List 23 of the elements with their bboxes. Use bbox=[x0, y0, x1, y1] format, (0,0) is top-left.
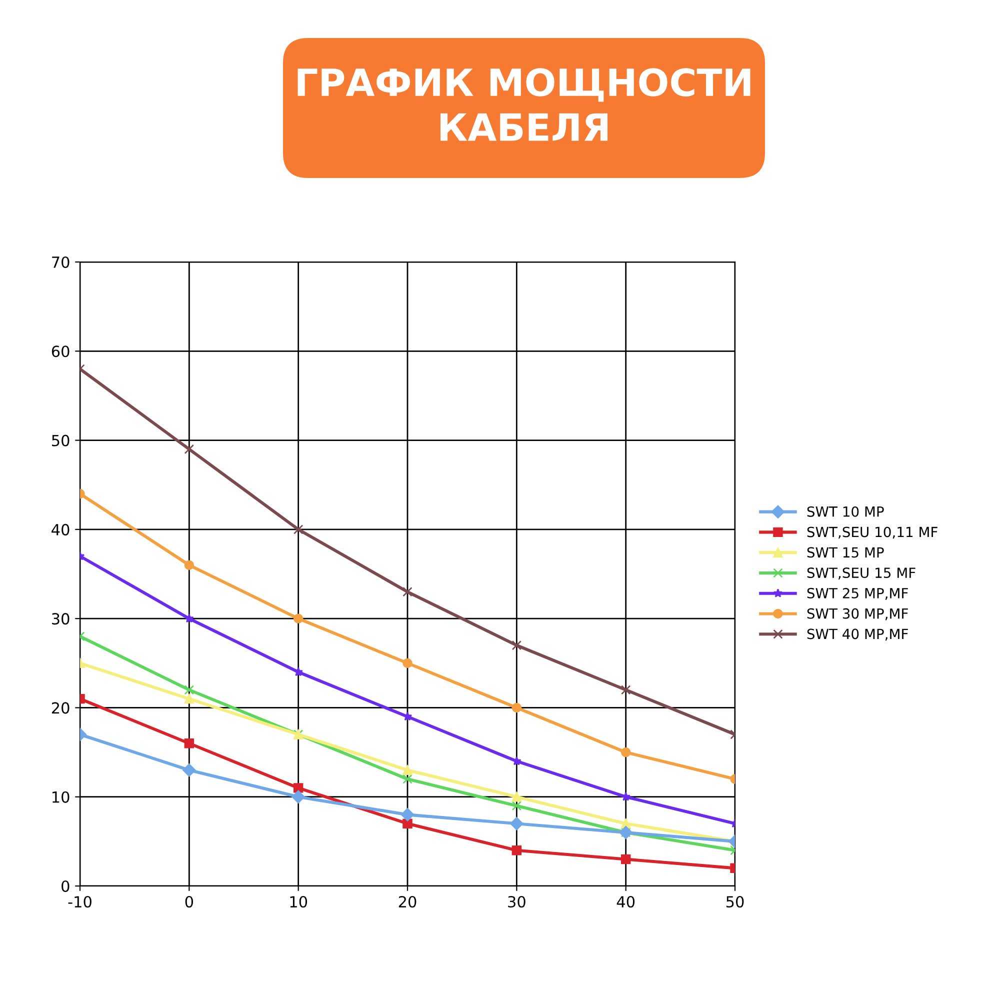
x-tick-label: 0 bbox=[185, 896, 194, 908]
y-tick-label: 10 bbox=[52, 791, 70, 803]
x-tick-label: -10 bbox=[68, 896, 92, 908]
legend-label: SWT 10 MP bbox=[807, 506, 884, 517]
legend-label: SWT,SEU 15 MF bbox=[807, 568, 916, 580]
legend-label: SWT 25 MP,MF bbox=[807, 588, 908, 600]
x-tick-label: 20 bbox=[398, 896, 416, 908]
y-tick-label: 40 bbox=[52, 524, 70, 536]
x-tick-label: 50 bbox=[726, 896, 744, 908]
y-tick-label: 60 bbox=[52, 346, 70, 358]
x-tick-label: 10 bbox=[290, 896, 308, 908]
x-tick-label: 30 bbox=[508, 896, 526, 908]
y-tick-label: 30 bbox=[52, 613, 70, 625]
legend-label: SWT,SEU 10,11 MF bbox=[807, 526, 938, 539]
y-tick-label: 50 bbox=[52, 434, 70, 446]
y-tick-label: 0 bbox=[62, 880, 70, 892]
legend-label: SWT 40 MP,MF bbox=[807, 628, 908, 641]
chart-title: ГРАФИК МОЩНОСТИ КАБЕЛЯ bbox=[298, 68, 750, 141]
y-tick-label: 70 bbox=[52, 256, 70, 268]
legend-label: SWT 30 MP,MF bbox=[807, 608, 908, 620]
x-tick-label: 40 bbox=[616, 896, 635, 908]
y-tick-label: 20 bbox=[52, 702, 70, 714]
legend-label: SWT 15 MP bbox=[807, 547, 884, 558]
